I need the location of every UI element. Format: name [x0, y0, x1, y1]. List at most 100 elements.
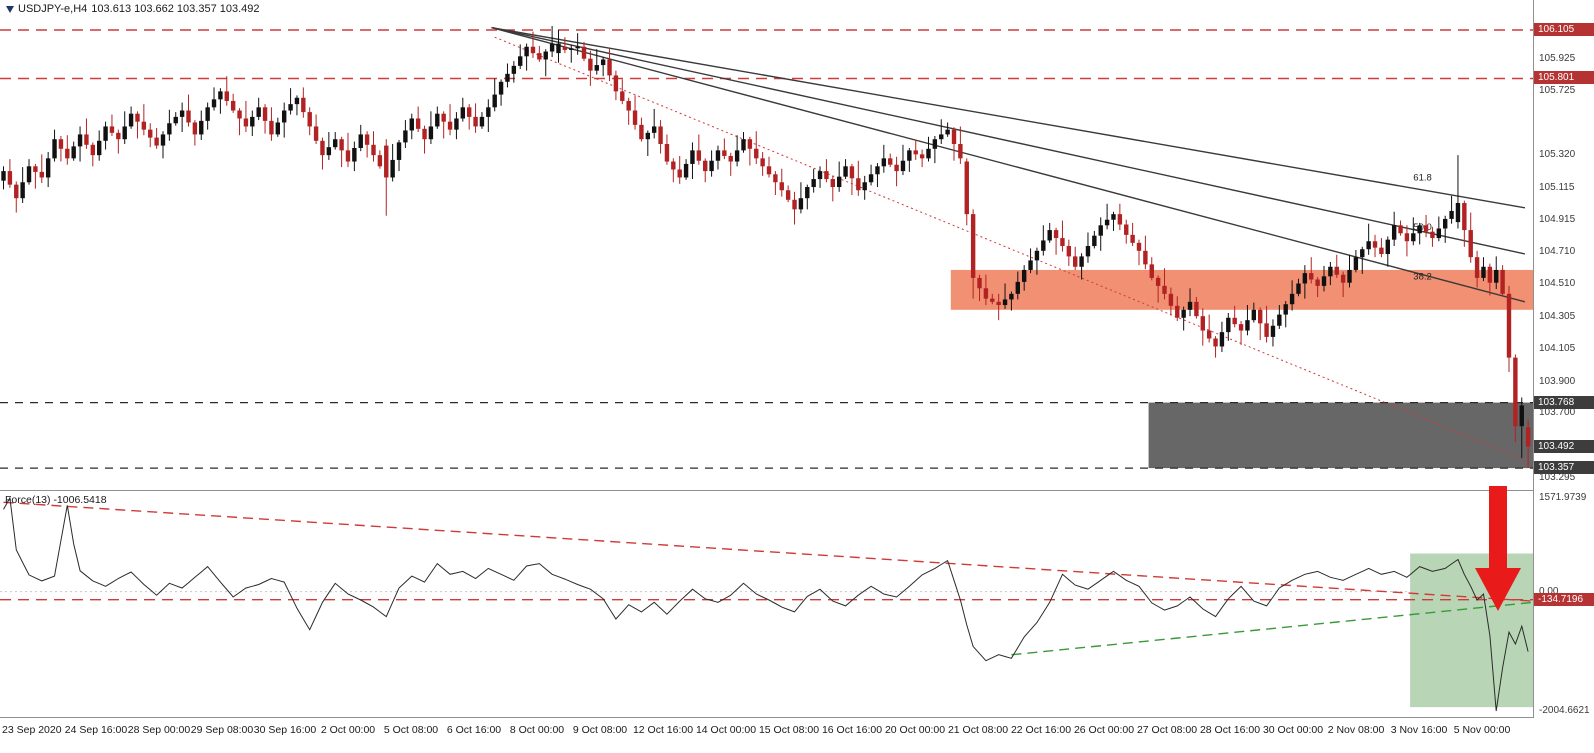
candle-body [1340, 274, 1346, 283]
candle-body [677, 169, 682, 178]
candle-body [1009, 293, 1014, 300]
price-grid-label: 103.900 [1539, 375, 1576, 387]
time-scale[interactable]: 23 Sep 2020 24 Sep 16:00 28 Sep 00:00 29 Se… [0, 718, 1594, 753]
candle-body [1200, 316, 1205, 331]
candle-body [907, 150, 912, 161]
symbol-icon [6, 5, 14, 13]
candle-body [996, 301, 1001, 306]
symbol-period-label: USDJPY-e,H4 [18, 3, 88, 15]
time-label: 30 Sep 16:00 [253, 724, 317, 736]
candle-body [1226, 317, 1231, 333]
candle-body [250, 116, 255, 127]
candle-body [1002, 299, 1008, 306]
candle-body [339, 139, 344, 151]
candle-body [824, 171, 829, 180]
candle-body [1443, 218, 1448, 229]
candle-body [881, 158, 887, 167]
candle-body [313, 126, 319, 141]
candle-body [1506, 293, 1512, 358]
support-zone [1148, 402, 1533, 469]
candle-body [1238, 324, 1244, 331]
candle-body [1423, 225, 1429, 232]
candle-body [741, 139, 746, 151]
candle-body [607, 59, 612, 76]
divergence-box [1410, 553, 1533, 708]
candle-body [1398, 225, 1403, 234]
candle-body [843, 166, 848, 177]
candle-body [1187, 301, 1193, 310]
candle-body [256, 107, 261, 117]
candle-body [1347, 269, 1352, 283]
price-grid-label: 104.710 [1539, 246, 1576, 258]
candle-body [52, 139, 57, 159]
candle-body [1206, 330, 1212, 339]
candle-body [1487, 266, 1493, 283]
indicator-value: -1006.5418 [53, 494, 107, 506]
price-scale[interactable]: 105.925 105.725 105.320 105.115 104.915 104.7… [1533, 0, 1594, 718]
candle-body [511, 65, 517, 74]
candle-body [116, 132, 121, 140]
candle-body [856, 178, 861, 191]
candlestick-series [1, 26, 1531, 469]
force-indicator-pane[interactable] [0, 491, 1533, 718]
candle-body [1296, 283, 1301, 294]
time-label: 24 Sep 16:00 [64, 724, 128, 736]
candle-body [868, 174, 874, 183]
time-label: 3 Nov 16:00 [1390, 724, 1448, 736]
candle-body [141, 121, 147, 130]
candle-body [1379, 247, 1384, 254]
force-chart-canvas[interactable] [0, 491, 1533, 717]
candle-body [1251, 309, 1257, 321]
candle-body [1289, 293, 1295, 305]
candle-body [1175, 305, 1180, 318]
candle-body [486, 107, 491, 117]
candle-body [1073, 256, 1078, 267]
candle-body [384, 145, 389, 178]
time-label: 16 Oct 16:00 [821, 724, 883, 736]
candle-body [77, 134, 83, 147]
candle-body [747, 139, 753, 149]
candle-body [785, 190, 791, 200]
candle-body [600, 59, 606, 66]
candle-body [1315, 279, 1320, 286]
candle-body [173, 116, 178, 124]
candle-body [632, 110, 638, 125]
candle-body [1372, 241, 1378, 248]
price-tag: 103.492 [1534, 439, 1594, 453]
candle-body [275, 122, 281, 135]
candle-body [7, 171, 13, 185]
candle-body [396, 142, 402, 160]
candle-body [167, 123, 172, 135]
force-grid-label: 0.00 [1539, 585, 1559, 597]
candle-body [224, 91, 229, 101]
candle-body [1213, 338, 1218, 347]
candle-body [466, 107, 472, 117]
candle-body [358, 134, 363, 148]
candle-body [65, 148, 70, 159]
time-label: 23 Sep 2020 [2, 724, 62, 736]
candle-body [14, 184, 19, 199]
candle-body [409, 118, 414, 131]
price-tag: 105.801 [1534, 71, 1594, 85]
candle-body [792, 199, 797, 210]
time-label: 28 Sep 00:00 [127, 724, 191, 736]
candle-body [939, 134, 944, 140]
candle-body [1264, 323, 1269, 337]
candle-body [237, 110, 242, 119]
candle-body [849, 166, 855, 179]
fib-fan-50.0 [491, 26, 1526, 255]
candle-body [1481, 266, 1486, 278]
candle-body [594, 65, 599, 71]
force-grid-label: 1571.9739 [1539, 492, 1587, 503]
candle-body [154, 137, 159, 146]
price-chart-canvas[interactable]: 61.8 50.0 38.2 [0, 0, 1533, 490]
candle-body [262, 107, 268, 121]
main-price-pane[interactable]: 61.8 50.0 38.2 [0, 0, 1533, 491]
time-label: 21 Oct 08:00 [947, 724, 1009, 736]
candle-body [1130, 234, 1135, 243]
force-line [3, 496, 1529, 712]
candle-body [524, 46, 529, 57]
candle-body [581, 46, 587, 59]
price-grid-label: 105.725 [1539, 84, 1576, 96]
